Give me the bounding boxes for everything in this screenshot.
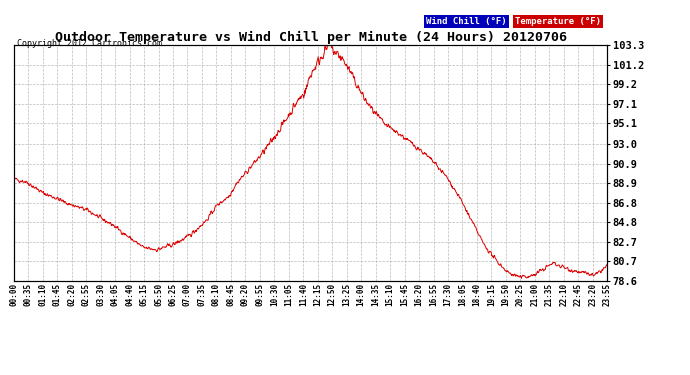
Title: Outdoor Temperature vs Wind Chill per Minute (24 Hours) 20120706: Outdoor Temperature vs Wind Chill per Mi… bbox=[55, 31, 566, 44]
Text: Copyright 2012 Cartronics.com: Copyright 2012 Cartronics.com bbox=[17, 39, 162, 48]
Text: Wind Chill (°F): Wind Chill (°F) bbox=[426, 17, 507, 26]
Text: Temperature (°F): Temperature (°F) bbox=[515, 17, 601, 26]
